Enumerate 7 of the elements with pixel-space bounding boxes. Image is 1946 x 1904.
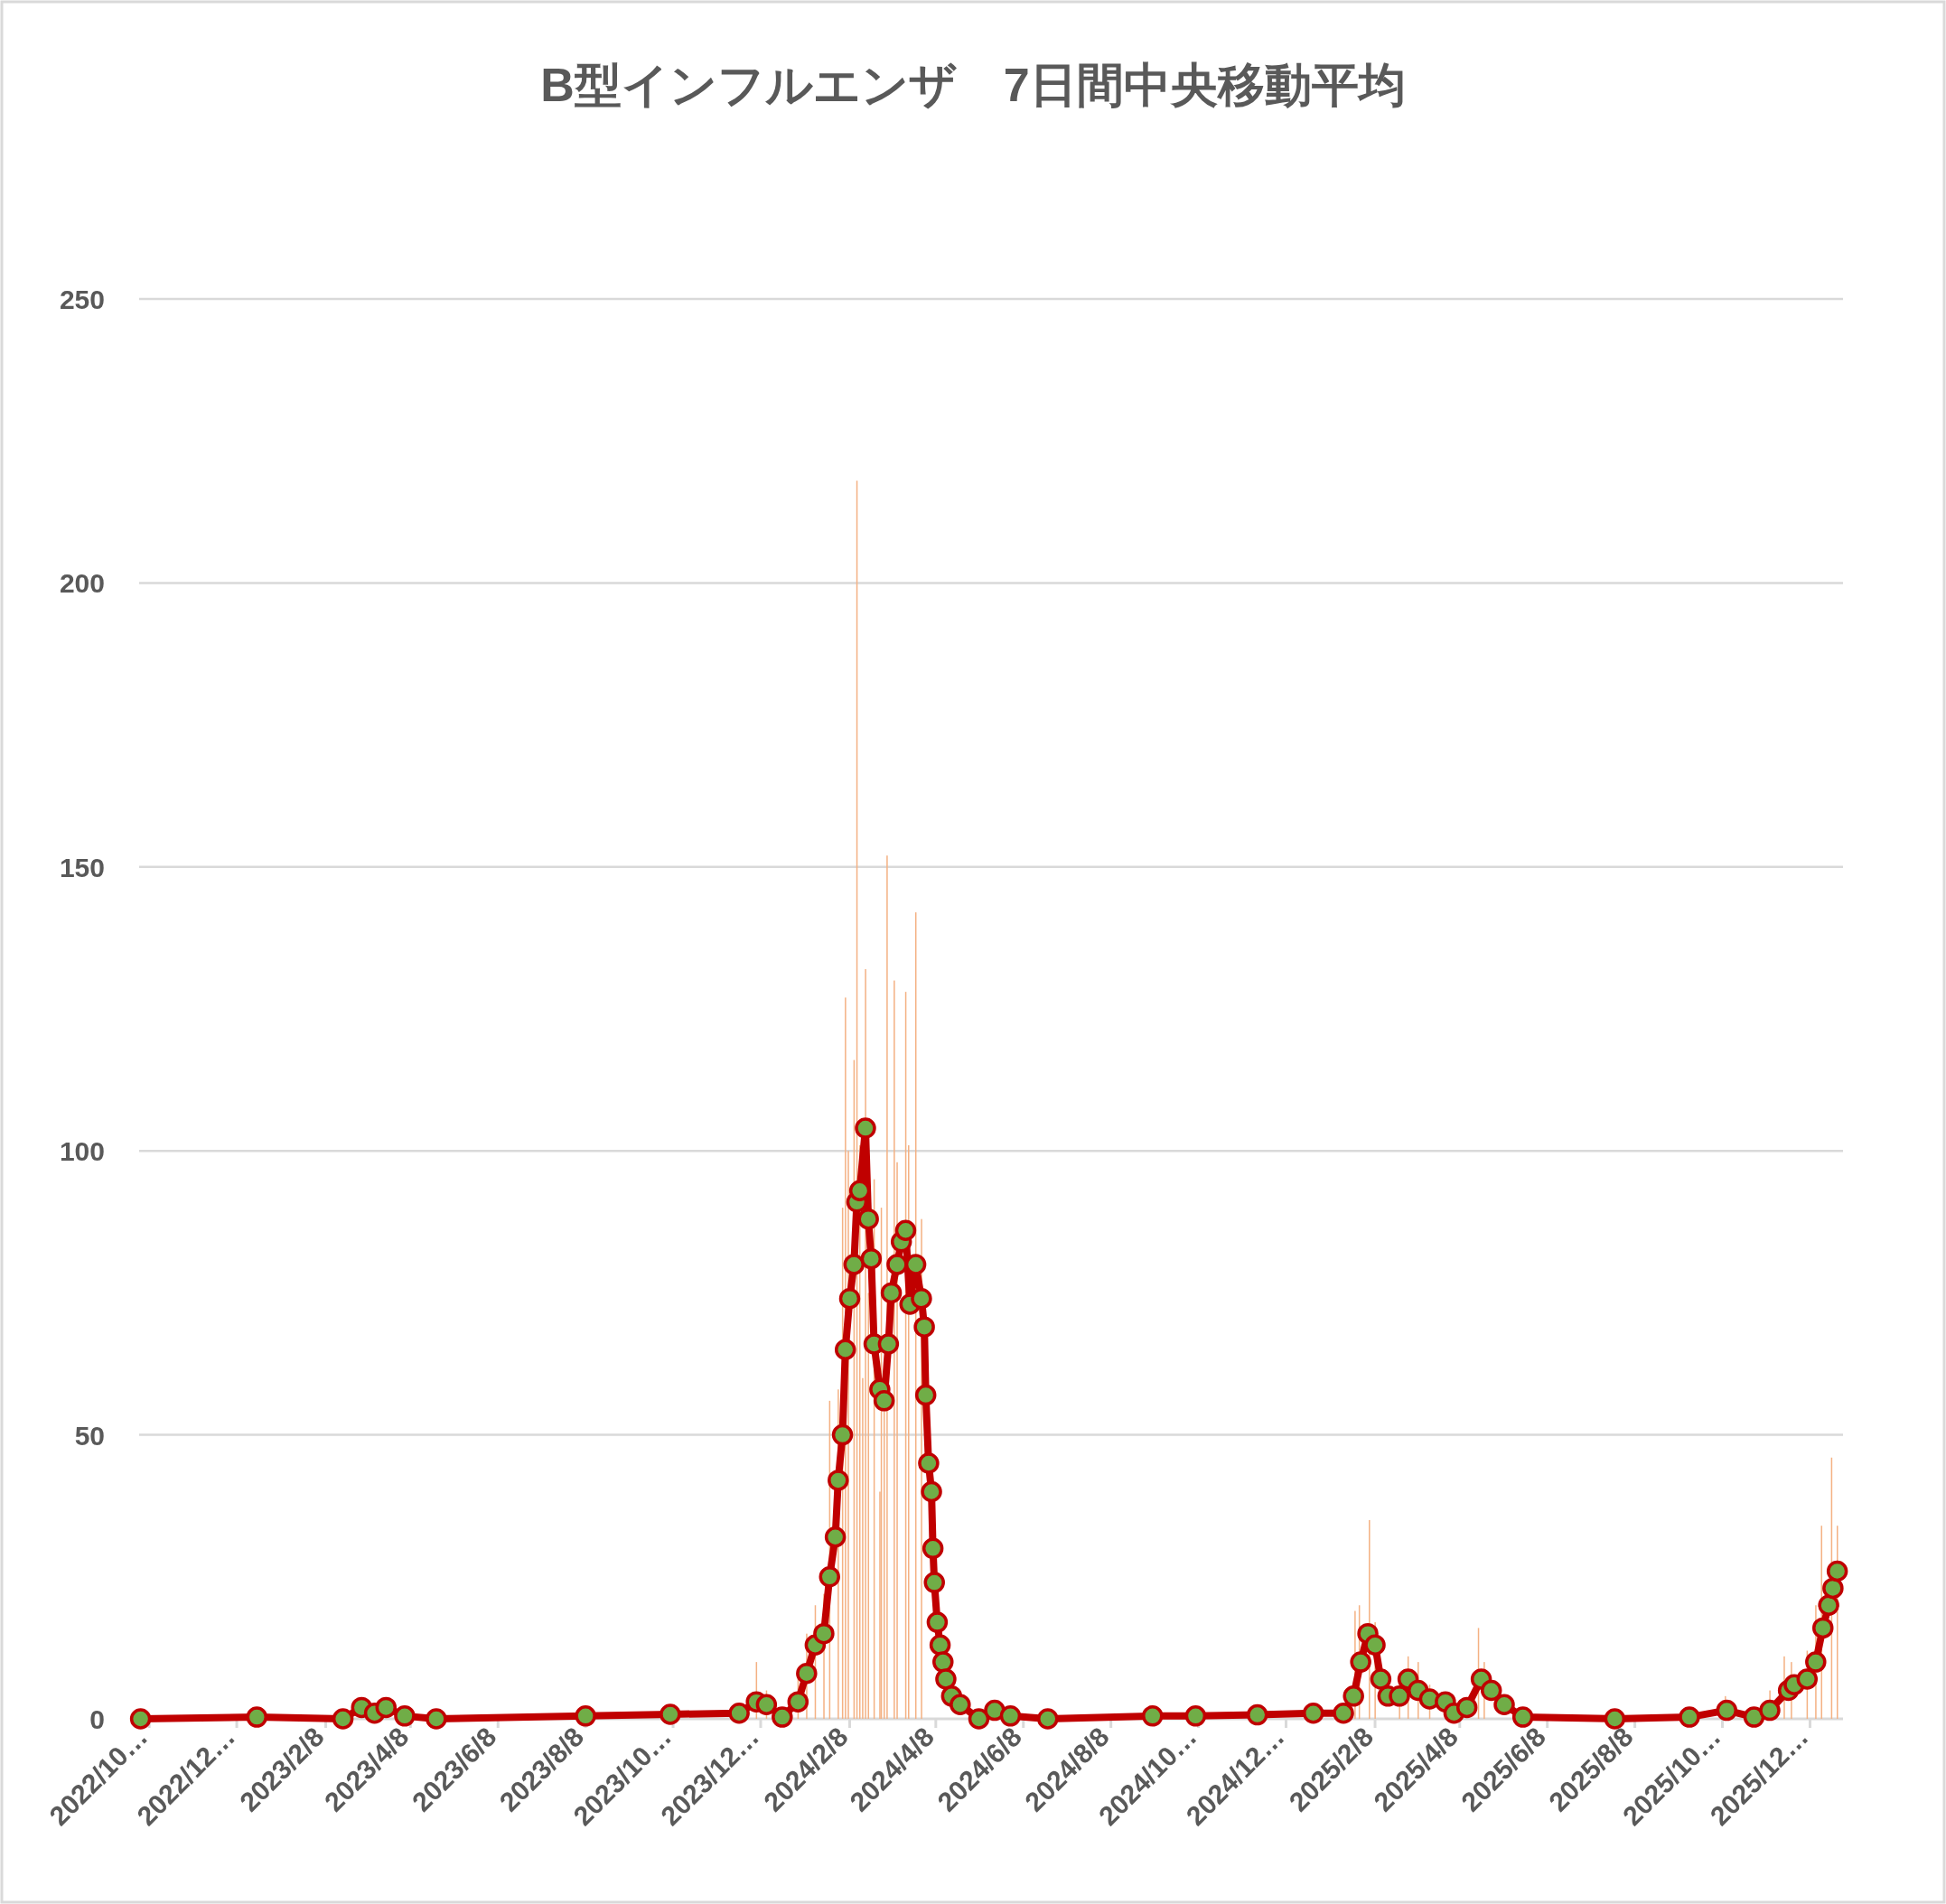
y-tick-label: 200: [59, 568, 105, 599]
chart-title: B型インフルエンザ 7日間中央移動平均: [540, 59, 1406, 111]
y-tick-label: 250: [59, 285, 105, 314]
y-tick-label: 50: [74, 1420, 105, 1451]
y-tick-label: 0: [89, 1704, 105, 1734]
y-tick-label: 150: [59, 852, 105, 882]
y-tick-label: 100: [59, 1136, 105, 1167]
